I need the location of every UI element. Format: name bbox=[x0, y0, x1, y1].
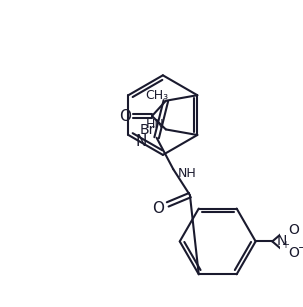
Text: O: O bbox=[288, 223, 299, 237]
Text: O: O bbox=[152, 200, 165, 216]
Text: N: N bbox=[277, 235, 287, 248]
Text: Br: Br bbox=[139, 123, 155, 137]
Text: O: O bbox=[119, 108, 131, 123]
Text: O: O bbox=[288, 246, 299, 259]
Text: N: N bbox=[136, 134, 147, 149]
Text: −: − bbox=[298, 243, 303, 253]
Text: NH: NH bbox=[178, 167, 197, 180]
Text: +: + bbox=[281, 240, 289, 250]
Text: CH₃: CH₃ bbox=[145, 89, 168, 102]
Text: HN: HN bbox=[145, 118, 164, 131]
